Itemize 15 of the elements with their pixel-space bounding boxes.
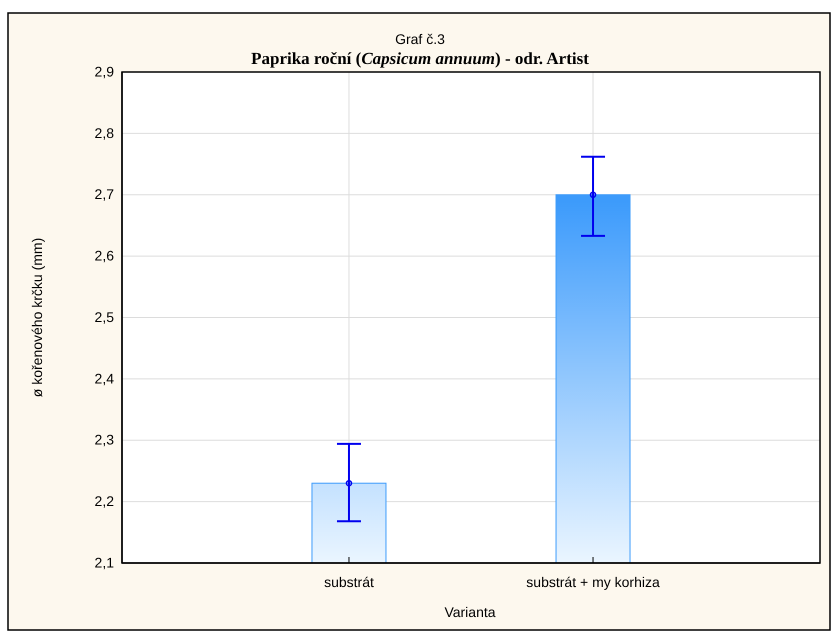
y-tick-label: 2,2: [94, 493, 114, 510]
x-axis-title: Varianta: [444, 604, 496, 620]
y-tick-label: 2,1: [94, 554, 114, 570]
y-tick-label: 2,6: [94, 248, 114, 264]
chart-title: Graf č.3: [395, 31, 446, 47]
y-tick-label: 2,5: [94, 308, 114, 325]
x-tick-label: substrát: [324, 574, 374, 590]
y-tick-label: 2,8: [94, 124, 114, 141]
y-tick-label: 2,7: [94, 186, 114, 202]
chart-subtitle: Paprika roční (Capsicum annuum) - odr. Artist: [251, 49, 590, 68]
y-tick-label: 2,9: [94, 63, 114, 80]
x-tick-label: substrát + my korhiza: [526, 574, 660, 590]
y-axis-title: ø kořenového krčku (mm): [29, 238, 45, 398]
y-tick-label: 2,4: [94, 370, 114, 386]
y-tick-label: 2,3: [94, 432, 114, 448]
